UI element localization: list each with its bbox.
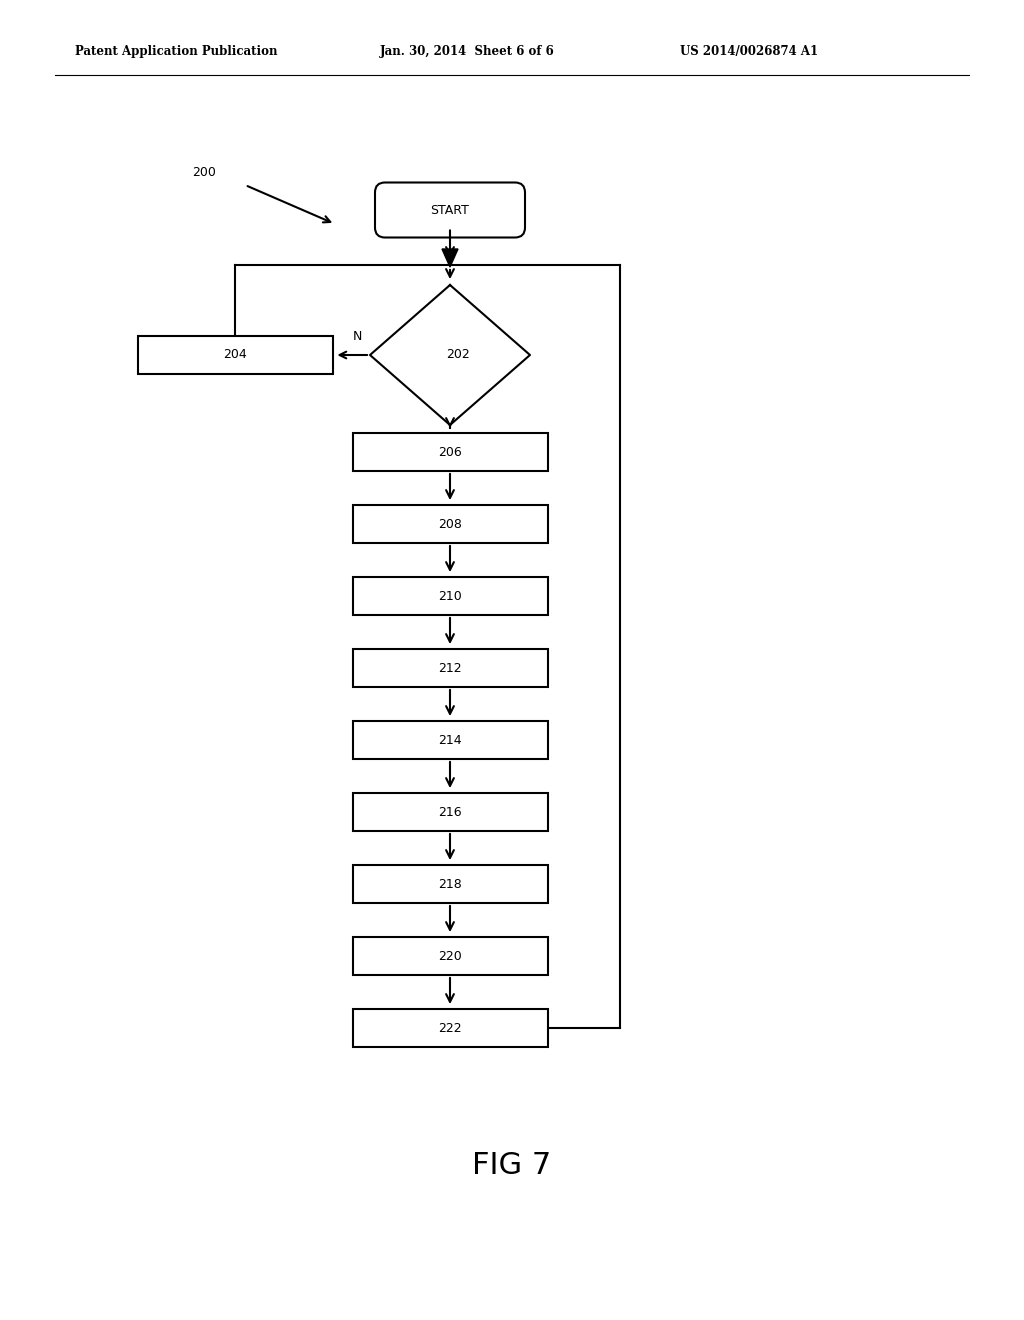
Text: 204: 204 [223, 348, 247, 362]
Text: FIG 7: FIG 7 [472, 1151, 552, 1180]
Text: 214: 214 [438, 734, 462, 747]
Bar [352, 577, 548, 615]
Bar [352, 721, 548, 759]
Text: 212: 212 [438, 661, 462, 675]
Bar [352, 433, 548, 471]
Bar [352, 649, 548, 686]
Text: Patent Application Publication: Patent Application Publication [75, 45, 278, 58]
Text: Y: Y [424, 437, 432, 450]
FancyBboxPatch shape [375, 182, 525, 238]
Text: US 2014/0026874 A1: US 2014/0026874 A1 [680, 45, 818, 58]
Text: START: START [430, 203, 469, 216]
Bar [352, 865, 548, 903]
Polygon shape [442, 249, 458, 267]
Text: N: N [352, 330, 362, 343]
Text: Jan. 30, 2014  Sheet 6 of 6: Jan. 30, 2014 Sheet 6 of 6 [380, 45, 555, 58]
Bar [352, 506, 548, 543]
Text: 210: 210 [438, 590, 462, 602]
Text: 220: 220 [438, 949, 462, 962]
Text: 208: 208 [438, 517, 462, 531]
Text: 222: 222 [438, 1022, 462, 1035]
Bar [352, 793, 548, 832]
Text: 218: 218 [438, 878, 462, 891]
Text: 202: 202 [446, 348, 470, 362]
Bar [352, 937, 548, 975]
Text: 200: 200 [193, 165, 216, 178]
Text: 206: 206 [438, 446, 462, 458]
Text: 216: 216 [438, 805, 462, 818]
Bar [352, 1008, 548, 1047]
Bar [137, 337, 333, 374]
